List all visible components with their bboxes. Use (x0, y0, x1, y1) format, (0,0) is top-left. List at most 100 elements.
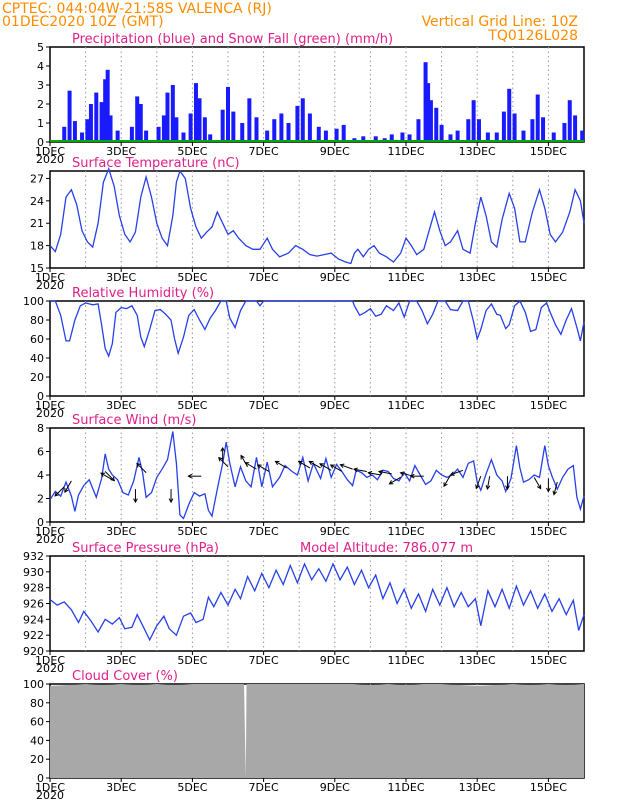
wind-arrow-head (54, 491, 60, 497)
precip-bar (573, 115, 578, 142)
x-tick-label: 1DEC (35, 399, 65, 412)
precip-bar (208, 134, 213, 142)
panel-title: Cloud Cover (%) (72, 669, 178, 684)
precip-bar (567, 100, 572, 142)
wind-arrow (546, 478, 551, 493)
wind-arrow (308, 460, 321, 469)
x-year-label: 2020 (36, 662, 64, 675)
precip-bar (541, 117, 546, 142)
panel-frame (49, 170, 585, 269)
y-tick-label: 932 (23, 550, 44, 563)
precip-bar (501, 111, 506, 142)
y-tick-label: 922 (23, 629, 44, 642)
humidity-line (50, 299, 585, 358)
wind-arrow-shaft (275, 461, 287, 469)
y-tick-label: 21 (30, 217, 44, 230)
precip-bar (471, 100, 476, 142)
precip-bar (80, 132, 85, 142)
wind-arrow (133, 489, 138, 504)
x-tick-label: 15DEC (530, 654, 567, 667)
wind-line (49, 431, 585, 520)
panels: 0 1 2 3 4 5 1DEC 3DEC 5DEC 7DEC 9DEC 11DEC 13DEC 15DE… (23, 32, 585, 800)
cloud-cover-area (50, 684, 584, 778)
header-model-code: TQ0126L028 (487, 28, 578, 44)
wind-arrow (388, 476, 401, 485)
wind-arrow (297, 460, 311, 469)
panel-title: Surface Temperature (nC) (72, 156, 240, 171)
precip-bar (240, 123, 245, 142)
precip-bar (188, 113, 193, 142)
panel-title: Precipitation (blue) and Snow Fall (gree… (72, 32, 393, 47)
wind-arrow-shaft (475, 476, 482, 489)
x-tick-label: 11DEC (387, 271, 424, 284)
wind-arrow-head (220, 446, 226, 452)
precip-bar (85, 119, 90, 142)
y-tick-label: 20 (30, 753, 44, 766)
x-tick-label: 13DEC (459, 145, 496, 158)
wind-arrow (64, 480, 72, 494)
wind-arrow-head (449, 471, 455, 476)
precip-bar (202, 117, 207, 142)
wind-arrow (409, 473, 424, 479)
y-tick-label: 60 (30, 716, 44, 729)
precip-bar (423, 62, 428, 143)
wind-arrow-head (546, 487, 551, 493)
y-tick-label: 3 (37, 79, 44, 92)
precip-bar (94, 92, 99, 142)
y-tick-label: 18 (30, 240, 44, 253)
y-tick-label: 4 (37, 60, 44, 73)
precip-bar (551, 132, 556, 142)
wind-arrow-head (64, 488, 69, 494)
wind-arrow-head (552, 490, 558, 496)
wind-arrow (329, 464, 343, 472)
y-tick-label: 0 (37, 390, 44, 403)
precip-bar (174, 117, 179, 142)
wind-arrow-shaft (443, 474, 451, 487)
y-tick-label: 100 (23, 678, 44, 691)
wind-arrow-head (485, 485, 491, 491)
panel-wind: 0 2 4 6 8 1DEC 3DEC 5DEC 7DEC 9DEC 11DEC 13DEC 15DEC… (35, 413, 585, 546)
y-tick-label: 80 (30, 697, 44, 710)
x-year-label: 2020 (36, 533, 64, 546)
wind-arrow (552, 481, 558, 496)
panel-frame (49, 427, 585, 523)
wind-arrow-head (505, 485, 510, 491)
y-tick-label: 6 (37, 446, 44, 459)
y-tick-label: 924 (23, 613, 44, 626)
x-tick-label: 13DEC (459, 654, 496, 667)
precip-bar (521, 130, 526, 142)
y-tick-label: 4 (37, 469, 44, 482)
y-tick-label: 0 (37, 516, 44, 529)
x-tick-label: 11DEC (387, 525, 424, 538)
panel-frame (49, 300, 585, 397)
precip-bar (62, 126, 67, 142)
wind-arrow (353, 467, 367, 473)
precip-bar (439, 124, 444, 142)
y-tick-label: 15 (30, 262, 44, 275)
x-tick-label: 9DEC (320, 525, 350, 538)
precip-bar (286, 123, 291, 142)
wind-arrow (505, 476, 510, 491)
wind-arrow-head (244, 462, 250, 467)
x-tick-label: 9DEC (320, 781, 350, 794)
precip-bar (455, 130, 460, 142)
wind-arrow (136, 462, 147, 474)
y-tick-label: 60 (30, 333, 44, 346)
x-tick-label: 3DEC (106, 654, 136, 667)
precip-bar (373, 136, 378, 142)
x-tick-label: 7DEC (249, 525, 279, 538)
precip-bar (512, 113, 517, 142)
precip-bar (316, 126, 321, 142)
wind-arrow-shaft (353, 468, 367, 472)
wind-arrow-head (168, 498, 174, 504)
x-tick-label: 7DEC (249, 399, 279, 412)
x-tick-label: 15DEC (530, 271, 567, 284)
wind-arrow-shaft (136, 463, 147, 474)
wind-arrow-shaft (298, 461, 311, 469)
precip-bar (361, 136, 366, 142)
y-tick-label: 8 (37, 422, 44, 435)
precip-bar (341, 124, 346, 142)
wind-arrow (367, 470, 382, 476)
x-tick-label: 3DEC (106, 271, 136, 284)
